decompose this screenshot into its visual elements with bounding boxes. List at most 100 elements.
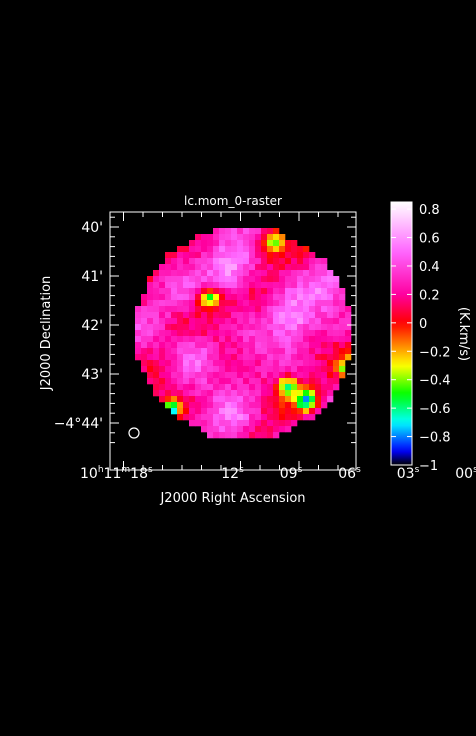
- raster-pixel: [255, 270, 262, 277]
- raster-pixel: [153, 276, 160, 283]
- raster-pixel: [225, 366, 232, 373]
- raster-pixel: [201, 294, 208, 301]
- raster-pixel: [285, 288, 292, 295]
- raster-pixel: [261, 246, 268, 253]
- raster-pixel: [339, 300, 346, 307]
- raster-pixel: [231, 372, 238, 379]
- raster-pixel: [183, 378, 190, 385]
- raster-pixel: [237, 390, 244, 397]
- raster-pixel: [219, 402, 226, 409]
- raster-pixel: [261, 312, 268, 319]
- raster-pixel: [159, 390, 166, 397]
- raster-pixel: [177, 306, 184, 313]
- raster-pixel: [195, 318, 202, 325]
- raster-pixel: [321, 354, 328, 361]
- raster-pixel: [207, 264, 214, 271]
- raster-pixel: [231, 300, 238, 307]
- raster-pixel: [273, 282, 280, 289]
- raster-pixel: [213, 378, 220, 385]
- raster-pixel: [219, 300, 226, 307]
- colorbar-tick-label: −1: [419, 459, 438, 474]
- raster-pixel: [141, 366, 148, 373]
- raster-pixel: [201, 408, 208, 415]
- raster-pixel: [201, 288, 208, 295]
- raster-pixel: [189, 240, 196, 247]
- x-tick-label-first: 10h11m18s: [80, 465, 153, 482]
- raster-pixel: [165, 378, 172, 385]
- y-tick-labels: 40' 41' 42' 43' −4°44': [54, 220, 103, 432]
- raster-pixel: [225, 378, 232, 385]
- raster-pixel: [177, 252, 184, 259]
- raster-pixel: [291, 246, 298, 253]
- raster-pixel: [213, 384, 220, 391]
- raster-pixel: [255, 264, 262, 271]
- raster-pixel: [321, 264, 328, 271]
- raster-pixel: [165, 300, 172, 307]
- raster-pixel: [153, 300, 160, 307]
- raster-pixel: [207, 426, 214, 433]
- raster-pixel: [135, 348, 142, 355]
- raster-pixel: [237, 258, 244, 265]
- raster-pixel: [279, 426, 286, 433]
- raster-pixel: [207, 408, 214, 415]
- raster-pixel: [213, 288, 220, 295]
- raster-pixel: [297, 312, 304, 319]
- raster-pixel: [201, 366, 208, 373]
- raster-pixel: [303, 366, 310, 373]
- raster-pixel: [171, 318, 178, 325]
- raster-pixel: [225, 402, 232, 409]
- raster-pixel: [273, 402, 280, 409]
- raster-pixel: [183, 402, 190, 409]
- raster-pixel: [309, 366, 316, 373]
- raster-pixel: [219, 312, 226, 319]
- raster-pixel: [279, 270, 286, 277]
- raster-pixel: [309, 330, 316, 337]
- raster-pixel: [279, 408, 286, 415]
- raster-pixel: [333, 372, 340, 379]
- raster-pixel: [207, 258, 214, 265]
- raster-pixel: [345, 348, 352, 355]
- raster-pixel: [255, 402, 262, 409]
- raster-pixel: [189, 246, 196, 253]
- raster-pixel: [339, 366, 346, 373]
- raster-pixel: [189, 348, 196, 355]
- raster-pixel: [243, 414, 250, 421]
- raster-pixel: [201, 270, 208, 277]
- raster-pixel: [249, 300, 256, 307]
- raster-pixel: [237, 282, 244, 289]
- raster-pixel: [291, 372, 298, 379]
- raster-pixel: [207, 318, 214, 325]
- raster-pixel: [219, 240, 226, 247]
- raster-pixel: [243, 288, 250, 295]
- raster-pixel: [237, 234, 244, 241]
- raster-pixel: [255, 354, 262, 361]
- raster-pixel: [225, 252, 232, 259]
- raster-pixel: [309, 408, 316, 415]
- raster-pixel: [219, 342, 226, 349]
- raster-pixel: [177, 390, 184, 397]
- raster-pixel: [153, 336, 160, 343]
- raster-pixel: [273, 318, 280, 325]
- raster-pixel: [225, 372, 232, 379]
- raster-pixel: [201, 336, 208, 343]
- raster-pixel: [255, 228, 262, 235]
- raster-pixel: [345, 324, 352, 331]
- raster-pixel: [267, 270, 274, 277]
- raster-pixel: [291, 306, 298, 313]
- raster-pixel: [189, 336, 196, 343]
- raster-pixel: [285, 252, 292, 259]
- raster-pixel: [285, 300, 292, 307]
- raster-pixel: [303, 318, 310, 325]
- x-tick-label: 09s: [280, 465, 303, 482]
- raster-pixel: [195, 258, 202, 265]
- raster-pixel: [237, 396, 244, 403]
- raster-pixel: [183, 300, 190, 307]
- raster-pixel: [297, 360, 304, 367]
- raster-pixel: [267, 408, 274, 415]
- raster-pixel: [303, 276, 310, 283]
- raster-pixel: [255, 378, 262, 385]
- raster-pixel: [195, 234, 202, 241]
- raster-pixel: [207, 342, 214, 349]
- raster-pixel: [243, 240, 250, 247]
- raster-pixel: [243, 246, 250, 253]
